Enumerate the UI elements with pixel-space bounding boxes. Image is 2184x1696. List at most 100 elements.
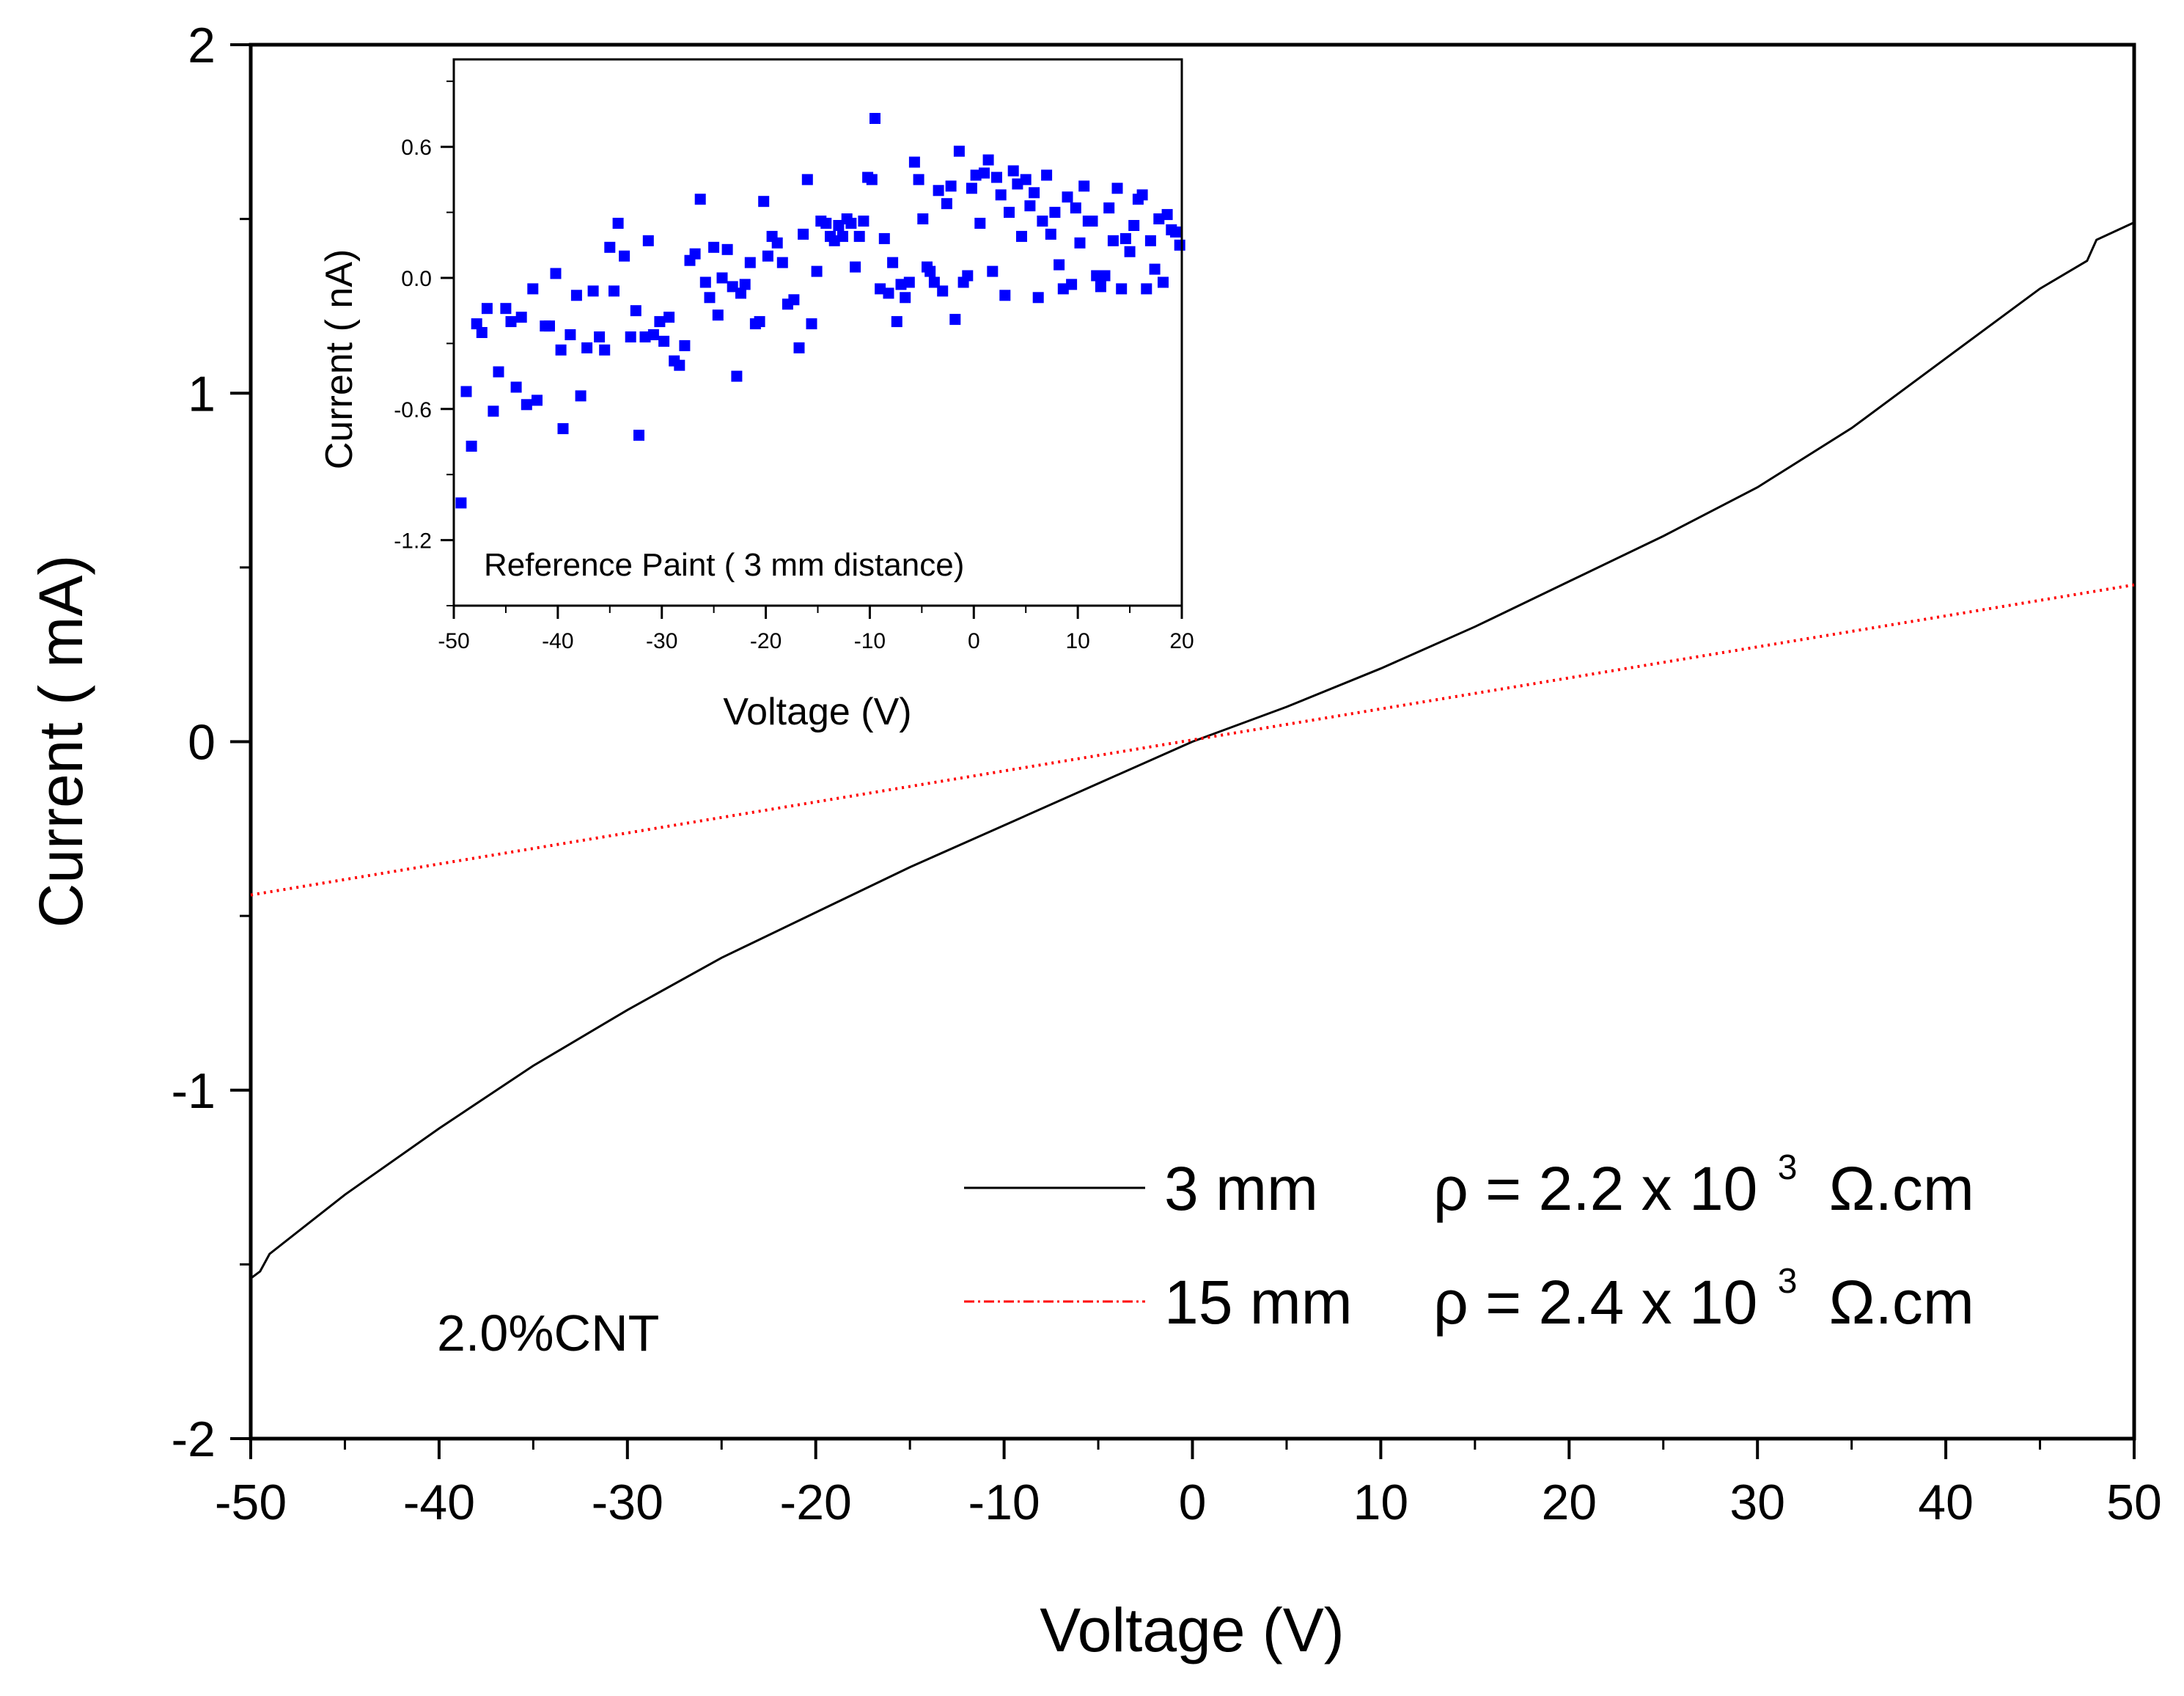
inset-scatter-point: [754, 316, 765, 328]
main-x-tick-label: 30: [1729, 1475, 1785, 1530]
inset-scatter-point: [1066, 279, 1078, 290]
inset-scatter-point: [466, 441, 477, 452]
inset-scatter-point: [917, 213, 929, 224]
inset-scatter-point: [798, 228, 809, 240]
inset-scatter-point: [970, 169, 982, 181]
legend-entry-15mm: 15 mm ρ = 2.4 x 10 3 Ω.cm: [1164, 1237, 1974, 1337]
inset-scatter-point: [1037, 216, 1048, 227]
legend-rho-3mm: ρ = 2.2 x 10: [1433, 1154, 1757, 1223]
inset-scatter-point: [1153, 213, 1165, 224]
inset-scatter-point: [727, 281, 738, 293]
inset-x-tick-label: -50: [438, 629, 469, 653]
inset-scatter-point: [903, 276, 915, 288]
inset-scatter-point: [1161, 209, 1173, 221]
inset-x-tick-label: 0: [968, 629, 980, 653]
inset-y-ticks: -1.2 -0.6 0.0 0.6: [394, 80, 454, 606]
main-y-tick-label: 2: [188, 18, 216, 73]
inset-y-tick-label: -0.6: [394, 398, 432, 422]
inset-scatter-point: [1007, 165, 1019, 177]
inset-x-ticks: -50 -40 -30 -20 -10 0 10 20: [438, 606, 1194, 653]
inset-y-tick-label: 0.0: [401, 267, 432, 291]
main-y-tick-label: 1: [188, 366, 216, 422]
inset-scatter-point: [581, 342, 593, 353]
inset-scatter-point: [979, 167, 990, 179]
inset-scatter-point: [820, 218, 832, 229]
main-x-tick-label: -50: [215, 1475, 287, 1530]
inset-scatter-point: [891, 316, 902, 328]
inset-scatter-point: [527, 283, 539, 295]
inset-scatter-point: [883, 287, 894, 299]
main-y-ticks: -2 -1 0 1 2: [172, 18, 251, 1467]
series-line-15mm: [250, 583, 2135, 897]
series-line-3mm: [250, 221, 2135, 1280]
inset-scatter-point: [647, 329, 659, 340]
inset-scatter-point: [735, 287, 746, 299]
inset-scatter-point: [1016, 230, 1027, 242]
inset-scatter-point: [1124, 246, 1136, 257]
inset-scatter-point: [639, 331, 651, 342]
inset-scatter-point: [866, 174, 878, 186]
inset-scatter-point: [811, 265, 823, 277]
inset-scatter-point: [833, 220, 845, 231]
inset-scatter-point: [945, 180, 957, 192]
inset-chart: -50 -40 -30 -20 -10 0 10 20 -1.2 -0.6 0.0 0.6 Refe…: [318, 58, 1194, 733]
inset-scatter-point: [991, 172, 1002, 183]
main-x-ticks: -50 -40 -30 -20 -10 0 10 20 30 40 50: [215, 1439, 2162, 1530]
inset-scatter-point: [869, 113, 880, 124]
inset-scatter-point: [1045, 228, 1056, 240]
inset-scatter-point: [1004, 207, 1015, 219]
inset-scatter-point: [510, 381, 522, 393]
inset-scatter-point: [557, 423, 569, 435]
inset-scatter-point: [1029, 187, 1040, 199]
inset-scatter-point: [694, 194, 706, 205]
inset-scatter-point: [642, 235, 654, 246]
inset-scatter-point: [699, 276, 711, 288]
inset-scatter-point: [532, 394, 543, 406]
inset-scatter-point: [850, 261, 861, 273]
inset-scatter-point: [658, 335, 670, 347]
inset-scatter-point: [962, 270, 974, 282]
inset-scatter-point: [788, 294, 800, 306]
inset-x-tick-label: 10: [1065, 629, 1089, 653]
inset-scatter-point: [1054, 259, 1065, 271]
inset-scatter-point: [570, 290, 582, 301]
inset-scatter-point: [1103, 202, 1115, 214]
inset-scatter-point: [608, 285, 619, 297]
inset-x-axis-title: Voltage (V): [723, 691, 911, 733]
inset-scatter-point: [1091, 270, 1103, 282]
inset-scatter-point: [974, 218, 986, 229]
inset-scatter-point: [544, 320, 555, 332]
inset-scatter-point: [933, 185, 944, 197]
inset-plot-frame: [452, 58, 1183, 607]
main-series: [250, 221, 2135, 1280]
inset-scatter-point: [1032, 292, 1044, 304]
inset-scatter-point: [806, 318, 817, 330]
inset-scatter-point: [941, 198, 952, 210]
inset-scatter-point: [953, 145, 965, 157]
inset-scatter-point: [913, 174, 924, 186]
inset-scatter-point: [488, 405, 499, 417]
inset-scatter-point: [1141, 283, 1152, 295]
inset-scatter-point: [837, 230, 848, 242]
legend-name-3mm: 3 mm: [1164, 1154, 1318, 1223]
inset-scatter-point: [565, 329, 576, 340]
inset-scatter-point: [739, 279, 751, 290]
legend-name-15mm: 15 mm: [1164, 1268, 1353, 1337]
inset-scatter-point: [716, 272, 728, 284]
inset-scatter-point: [878, 232, 890, 244]
inset-scatter-point: [900, 292, 911, 304]
inset-scatter-point: [1024, 200, 1036, 212]
inset-y-tick-label: 0.6: [401, 136, 432, 160]
inset-scatter-point: [924, 265, 936, 277]
inset-scatter-point: [1111, 183, 1123, 194]
inset-scatter-point: [845, 218, 857, 229]
inset-scatter-point: [1057, 283, 1069, 295]
inset-scatter-point: [1070, 202, 1081, 214]
inset-scatter-point: [1174, 239, 1185, 251]
inset-title: Reference Paint ( 3 mm distance): [484, 547, 964, 583]
inset-scatter-point: [895, 279, 907, 290]
inset-scatter-point: [928, 276, 940, 288]
main-x-tick-label: 50: [2106, 1475, 2162, 1530]
inset-scatter-point: [1099, 270, 1111, 282]
